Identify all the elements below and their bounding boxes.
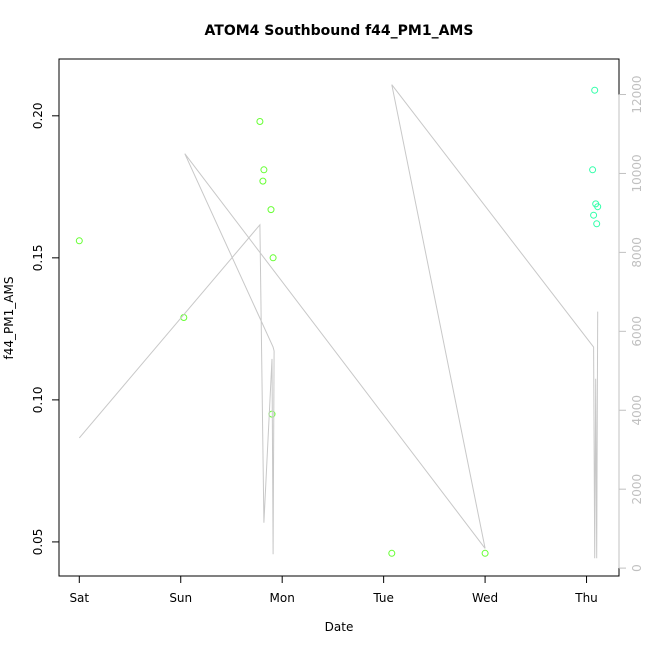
data-point (75, 237, 83, 245)
y2-tick-label: 12000 (630, 75, 644, 113)
plot-area-frame (58, 58, 620, 577)
data-point (269, 254, 277, 262)
x-axis: Sat Sun Mon Tue Wed Thu (69, 575, 598, 605)
data-point (590, 211, 598, 219)
data-point (594, 203, 602, 211)
x-tick-label: Sun (169, 591, 192, 605)
y2-tick-label: 0 (630, 564, 644, 572)
data-point (256, 118, 264, 125)
y-axis-left: 0.05 0.10 0.15 0.20 (31, 102, 60, 556)
data-point (589, 166, 597, 174)
y-tick-label: 0.10 (31, 387, 45, 414)
y2-tick-label: 4000 (630, 395, 644, 426)
y-axis-right: 0 2000 4000 6000 8000 10000 12000 (618, 75, 644, 572)
y2-tick-label: 10000 (630, 154, 644, 192)
y2-tick-label: 6000 (630, 316, 644, 347)
x-tick-label: Mon (270, 591, 295, 605)
y-tick-label: 0.20 (31, 102, 45, 129)
data-point (260, 166, 268, 174)
data-point (481, 549, 489, 557)
x-tick-label: Thu (574, 591, 598, 605)
series-line (78, 84, 599, 559)
series-layer (75, 84, 602, 559)
x-axis-label: Date (325, 620, 354, 634)
data-point (388, 549, 396, 557)
data-point (259, 177, 267, 185)
y2-tick-label: 8000 (630, 237, 644, 268)
data-point (267, 206, 275, 214)
y-tick-label: 0.15 (31, 244, 45, 271)
x-tick-label: Tue (372, 591, 394, 605)
x-tick-label: Wed (472, 591, 498, 605)
y2-tick-label: 2000 (630, 474, 644, 505)
x-tick-label: Sat (69, 591, 89, 605)
data-point (593, 220, 601, 228)
chart-title: ATOM4 Southbound f44_PM1_AMS (205, 23, 474, 39)
data-point (591, 86, 599, 94)
y-tick-label: 0.05 (31, 529, 45, 556)
y-axis-label: f44_PM1_AMS (2, 277, 16, 360)
